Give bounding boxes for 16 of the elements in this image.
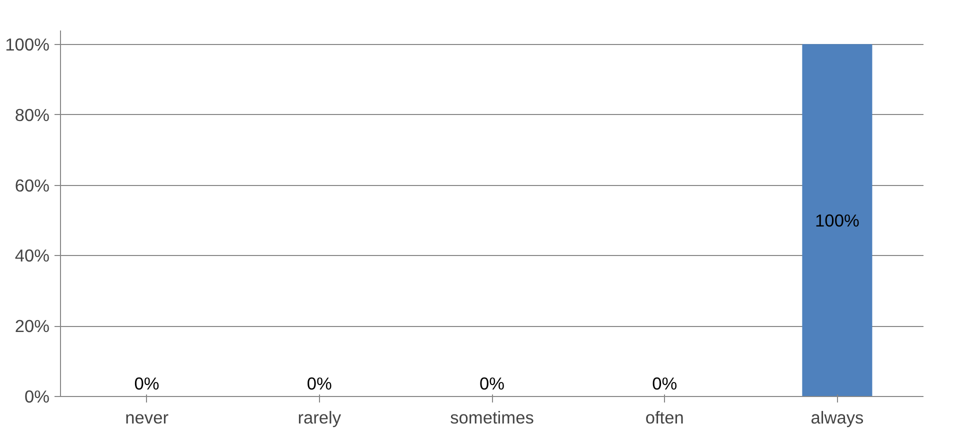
- x-tick-label: often: [645, 408, 684, 428]
- x-tick-label: rarely: [298, 408, 342, 428]
- y-tick-label: 20%: [14, 316, 50, 336]
- y-tick-label: 40%: [14, 246, 50, 266]
- y-tick-label: 60%: [14, 175, 50, 196]
- y-tick-label: 80%: [14, 104, 50, 125]
- data-label: 0%: [306, 374, 332, 394]
- x-tick-label: always: [810, 408, 864, 428]
- data-label: 0%: [479, 374, 505, 394]
- data-label: 0%: [652, 374, 678, 394]
- x-tick-label: never: [125, 408, 169, 428]
- y-tick-label: 100%: [5, 34, 50, 55]
- data-label: 100%: [815, 210, 860, 231]
- data-label: 0%: [134, 374, 160, 394]
- x-tick-label: sometimes: [450, 408, 534, 428]
- y-tick-label: 0%: [24, 386, 50, 406]
